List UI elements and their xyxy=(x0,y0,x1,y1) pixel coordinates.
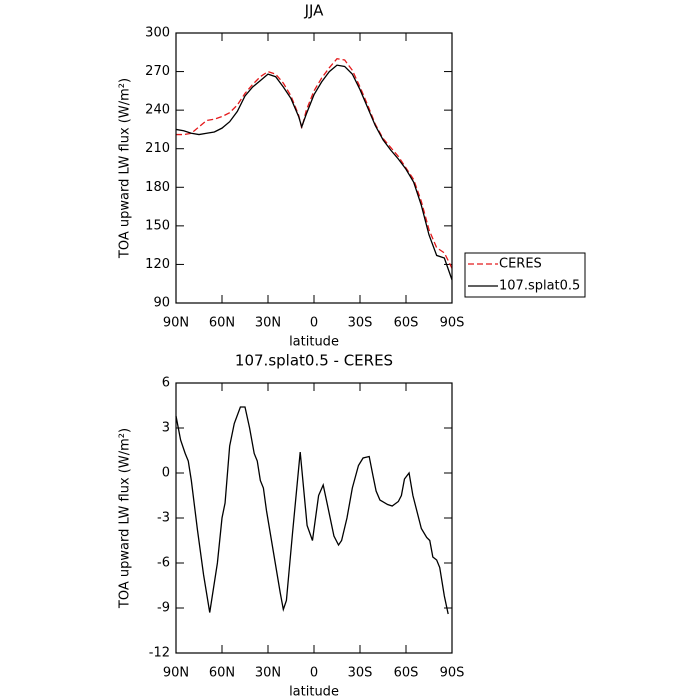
y-axis-label: TOA upward LW flux (W/m²) xyxy=(118,78,133,259)
legend-label: CERES xyxy=(499,257,542,272)
x-tick-label: 30S xyxy=(348,666,373,681)
legend-label: 107.splat0.5 xyxy=(499,279,580,294)
x-axis-label: latitude xyxy=(289,335,339,350)
y-tick-label: 210 xyxy=(145,141,170,156)
x-tick-label: 90S xyxy=(440,316,465,331)
y-tick-label: -9 xyxy=(157,601,170,616)
x-tick-label: 90S xyxy=(440,666,465,681)
x-tick-label: 0 xyxy=(310,316,318,331)
y-tick-label: -12 xyxy=(149,646,170,661)
chart-title: JJA xyxy=(304,2,325,20)
y-axis-label: TOA upward LW flux (W/m²) xyxy=(118,428,133,609)
data-line xyxy=(175,64,453,281)
y-tick-label: -3 xyxy=(157,511,170,526)
x-tick-label: 0 xyxy=(310,666,318,681)
x-tick-label: 60N xyxy=(209,666,235,681)
y-tick-label: 180 xyxy=(145,180,170,195)
y-tick-label: 240 xyxy=(145,103,170,118)
data-line xyxy=(175,406,449,615)
x-tick-label: 90N xyxy=(163,666,189,681)
y-tick-label: 120 xyxy=(145,257,170,272)
y-tick-label: 90 xyxy=(153,296,170,311)
y-tick-label: 0 xyxy=(162,466,170,481)
x-tick-label: 60N xyxy=(209,316,235,331)
y-tick-label: -6 xyxy=(157,556,170,571)
x-tick-label: 90N xyxy=(163,316,189,331)
x-tick-label: 30N xyxy=(255,316,281,331)
legend-frame xyxy=(464,252,586,298)
x-tick-label: 60S xyxy=(394,666,419,681)
x-axis-label: latitude xyxy=(289,685,339,700)
y-tick-label: 6 xyxy=(162,376,170,391)
y-tick-label: 300 xyxy=(145,26,170,41)
y-tick-label: 150 xyxy=(145,218,170,233)
x-tick-label: 30S xyxy=(348,316,373,331)
y-tick-label: 3 xyxy=(162,421,170,436)
chart-title: 107.splat0.5 - CERES xyxy=(235,352,393,370)
y-tick-label: 270 xyxy=(145,64,170,79)
plot-frame xyxy=(175,32,453,304)
x-tick-label: 30N xyxy=(255,666,281,681)
data-line xyxy=(176,58,453,269)
plot-frame xyxy=(175,382,453,654)
x-tick-label: 60S xyxy=(394,316,419,331)
